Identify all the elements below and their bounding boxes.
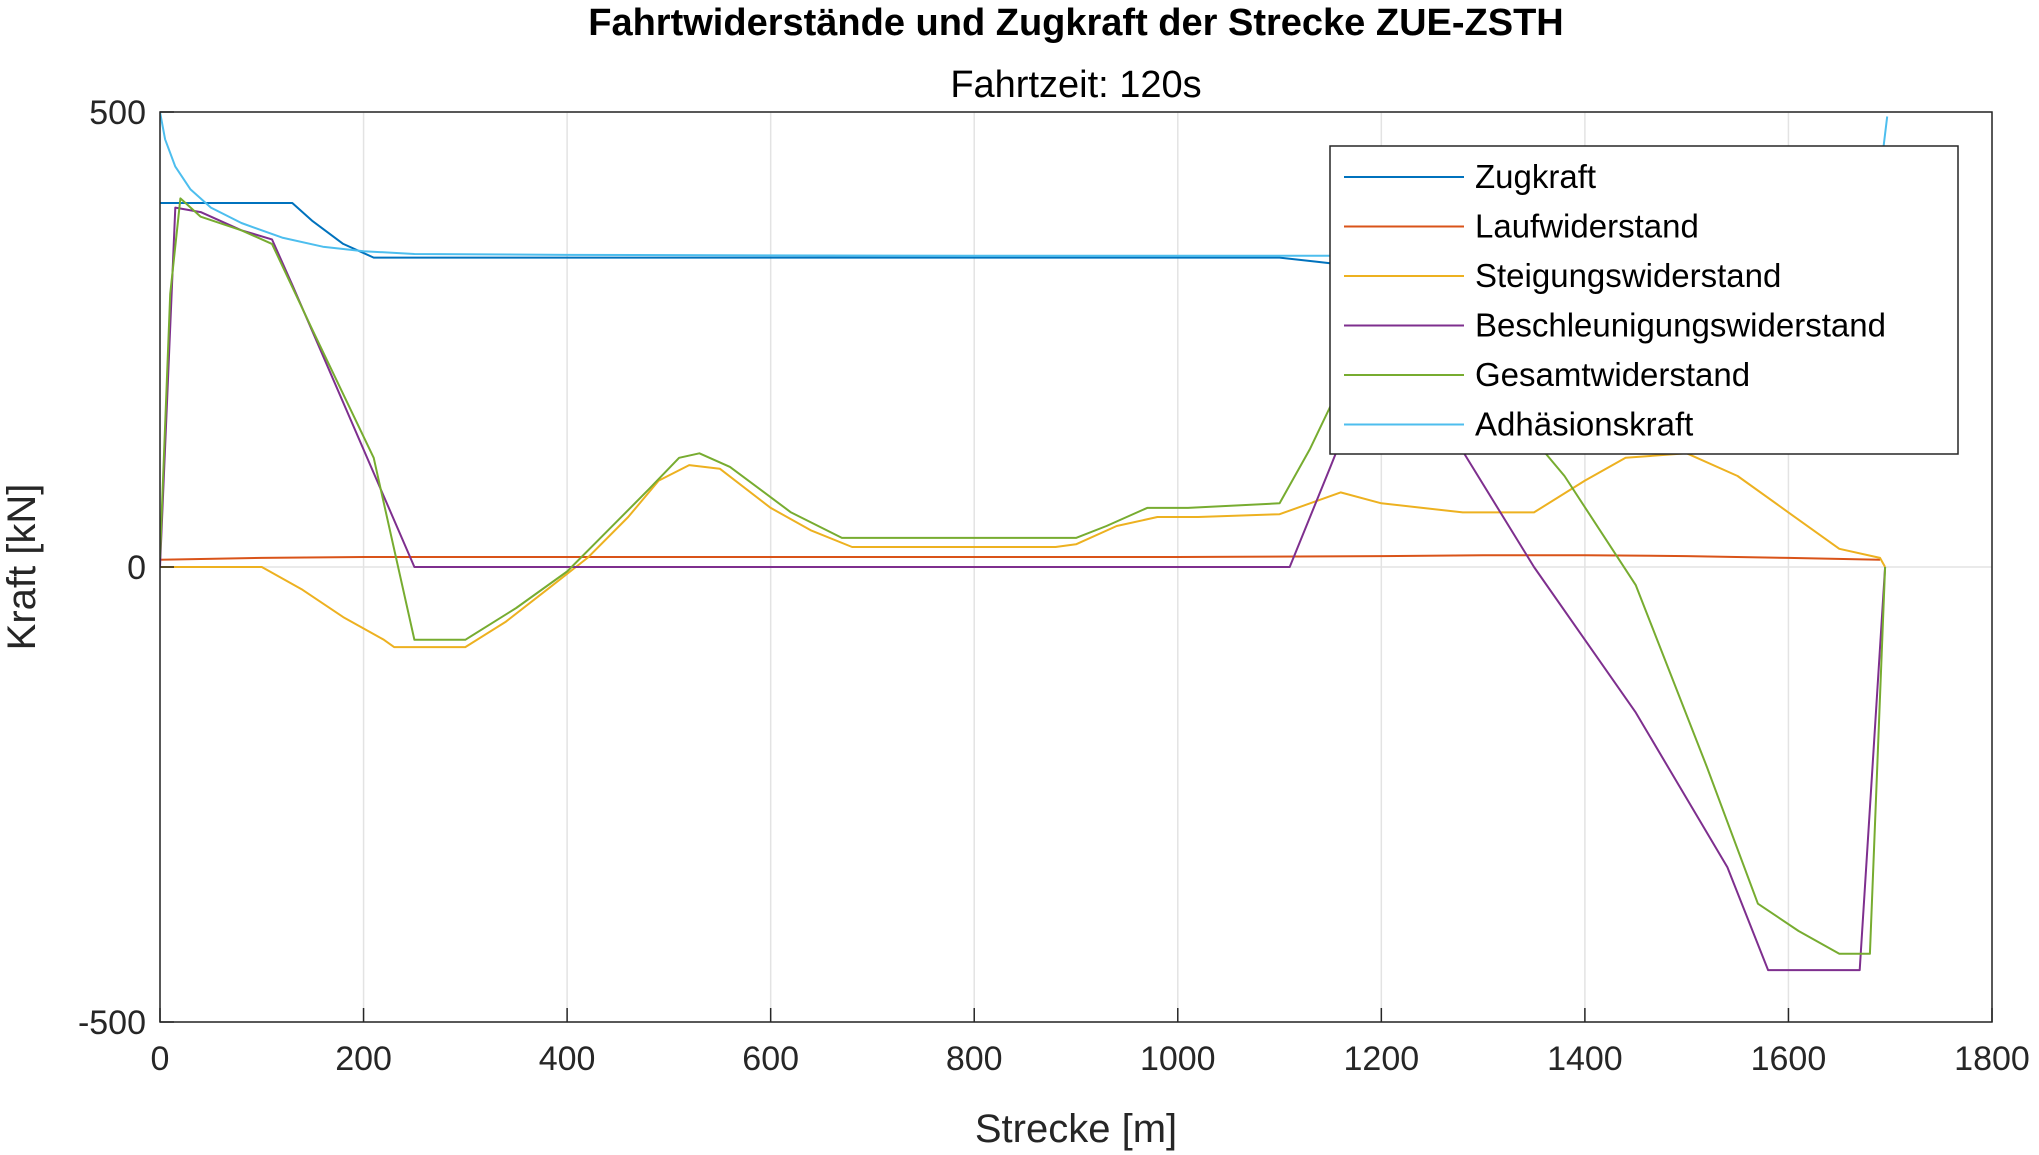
series-line-3 [160, 206, 1887, 972]
chart-title: Fahrtwiderstände und Zugkraft der Streck… [588, 2, 1563, 44]
legend-entry-1: Laufwiderstand [1475, 208, 1699, 245]
x-axis-label: Strecke [m] [975, 1107, 1177, 1151]
x-tick-label: 1000 [1140, 1040, 1216, 1078]
y-tick-label: -500 [78, 1004, 146, 1042]
series-line-1 [160, 554, 1881, 561]
legend-entry-2: Steigungswiderstand [1475, 257, 1781, 294]
x-tick-label: 1800 [1954, 1040, 2030, 1078]
x-tick-label: 0 [151, 1040, 170, 1078]
x-tick-label: 800 [946, 1040, 1003, 1078]
y-tick-label: 500 [89, 94, 146, 132]
x-tick-label: 400 [539, 1040, 596, 1078]
legend-box [1329, 145, 1959, 455]
y-axis-label: Kraft [kN] [0, 484, 44, 651]
y-axis: -500 0 500 [78, 94, 174, 1042]
legend-entry-0: Zugkraft [1475, 158, 1596, 195]
series-line-0 [160, 202, 1362, 268]
chart-subtitle: Fahrtzeit: 120s [950, 64, 1201, 106]
legend-entry-3: Beschleunigungswiderstand [1475, 307, 1886, 344]
x-tick-label: 1400 [1547, 1040, 1623, 1078]
x-tick-label: 600 [742, 1040, 799, 1078]
legend: Zugkraft Laufwiderstand Steigungswiderstan… [1329, 145, 1959, 455]
x-tick-label: 1600 [1751, 1040, 1827, 1078]
x-tick-label: 1200 [1344, 1040, 1420, 1078]
legend-entry-4: Gesamtwiderstand [1475, 356, 1750, 393]
y-tick-label: 0 [127, 549, 146, 587]
series-line-4 [160, 197, 1887, 955]
x-tick-label: 200 [335, 1040, 392, 1078]
series-line-2 [160, 452, 1886, 649]
legend-entry-5: Adhäsionskraft [1475, 406, 1693, 443]
x-axis: 0 200 400 600 800 1000 1200 1400 1600 1800 [151, 1008, 2030, 1078]
